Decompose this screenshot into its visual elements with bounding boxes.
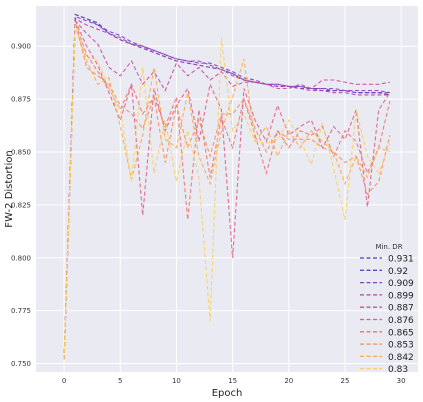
y-tick-label: 0.800 <box>11 254 31 262</box>
x-axis-label: Epoch <box>212 388 243 399</box>
series-line-0.876 <box>63 20 391 360</box>
x-tick-label: 5 <box>118 377 122 385</box>
x-tick-label: 0 <box>62 377 66 385</box>
y-tick-labels: 0.750 0.775 0.800 0.825 0.850 0.875 0.900 <box>11 43 31 368</box>
y-tick-label: 0.900 <box>11 43 31 51</box>
legend-label: 0.83 <box>388 365 408 375</box>
legend-label: 0.909 <box>388 279 414 289</box>
legend-label: 0.876 <box>388 316 414 326</box>
y-axis-label: FW-2 Distortion <box>4 150 15 227</box>
x-tick-label: 30 <box>397 377 406 385</box>
y-tick-label: 0.750 <box>11 360 31 368</box>
series-line-0.92 <box>63 13 390 360</box>
x-tick-label: 15 <box>228 377 237 385</box>
legend: Min. DR 0.931 0.92 0.909 0.899 0.887 0.876 0.8… <box>360 243 414 375</box>
x-tick-label: 10 <box>172 377 181 385</box>
y-tick-label: 0.875 <box>11 96 31 104</box>
series-line-0.842 <box>63 24 391 360</box>
x-tick-labels: 0 5 10 15 20 25 30 <box>62 377 406 385</box>
series-line-0.909 <box>63 15 391 360</box>
series-line-0.887 <box>63 19 391 360</box>
grid <box>36 6 418 372</box>
legend-label: 0.92 <box>388 267 408 277</box>
series-line-0.83 <box>63 24 391 360</box>
legend-label: 0.899 <box>388 291 414 301</box>
y-tick-label: 0.850 <box>11 148 31 156</box>
legend-label: 0.887 <box>388 304 414 314</box>
legend-title: Min. DR <box>375 243 402 251</box>
series-line-0.853 <box>63 22 391 360</box>
x-tick-label: 20 <box>284 377 293 385</box>
y-tick-label: 0.825 <box>11 201 31 209</box>
legend-label: 0.842 <box>388 353 414 363</box>
legend-label: 0.853 <box>388 341 414 351</box>
legend-label: 0.865 <box>388 328 414 338</box>
series-line-0.899 <box>63 17 390 360</box>
x-tick-label: 25 <box>341 377 350 385</box>
series-lines <box>63 13 391 360</box>
legend-label: 0.931 <box>388 255 414 265</box>
y-tick-label: 0.775 <box>11 307 31 315</box>
